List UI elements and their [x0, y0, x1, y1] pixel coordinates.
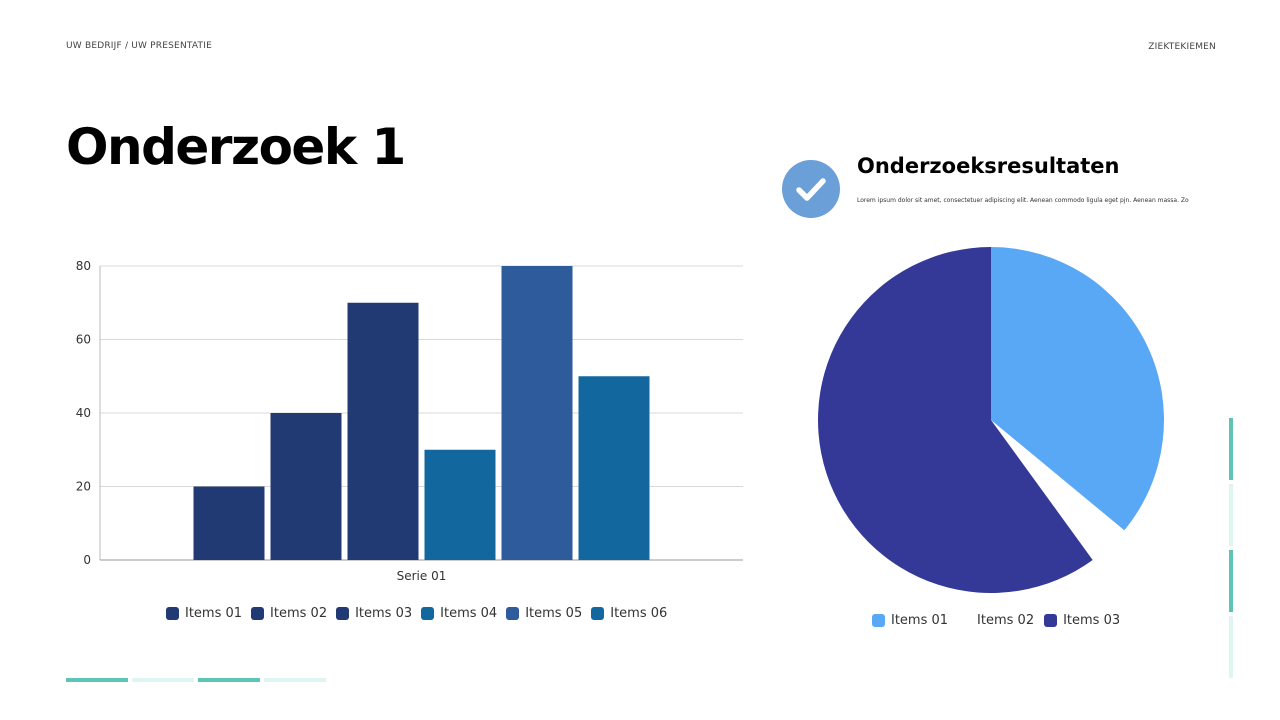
pie-slice-1 [991, 247, 1164, 531]
bar-4 [424, 449, 496, 560]
decorative-bottom-bars [66, 678, 330, 682]
legend-swatch [506, 607, 520, 620]
legend-swatch [1044, 614, 1058, 627]
bar-3 [347, 302, 419, 560]
bar-chart-legend: Items 01 Items 02 Items 03 Items 04 Items 05… [166, 606, 676, 621]
pie-chart [818, 246, 1164, 593]
legend-label: Items 06 [610, 606, 668, 621]
legend-swatch [251, 607, 265, 620]
y-tick-label: 0 [83, 553, 91, 567]
bar-2 [270, 413, 342, 560]
legend-item: Items 05 [506, 606, 582, 621]
legend-item: Items 03 [1044, 613, 1120, 628]
company-presentation-label: UW BEDRIJF / UW PRESENTATIE [66, 41, 212, 51]
legend-swatch [421, 607, 435, 620]
bar-6 [578, 376, 650, 560]
legend-label: Items 04 [440, 606, 498, 621]
legend-label: Items 01 [185, 606, 243, 621]
legend-swatch [872, 614, 885, 627]
page-title: Onderzoek 1 [66, 118, 406, 176]
x-category-label: Serie 01 [397, 569, 447, 583]
y-tick-label: 60 [76, 333, 91, 347]
legend-item: Items 02 [251, 606, 327, 621]
legend-item: Items 06 [591, 606, 667, 621]
decorative-right-bars [1229, 418, 1233, 682]
legend-label: Items 03 [1063, 613, 1121, 628]
legend-item: Items 02 [958, 613, 1034, 628]
legend-item: Items 04 [421, 606, 497, 621]
legend-label: Items 05 [525, 606, 583, 621]
check-icon [782, 160, 840, 218]
results-title: Onderzoeksresultaten [857, 154, 1120, 178]
legend-swatch [336, 607, 350, 620]
legend-label: Items 01 [891, 613, 949, 628]
pie-slice-3 [818, 246, 1093, 593]
bar-5 [501, 266, 573, 560]
legend-item: Items 03 [336, 606, 412, 621]
pie-chart-legend: Items 01 Items 02 Items 03 [872, 613, 1130, 628]
bar-chart: 0 20 40 60 80 Serie 01 [76, 259, 743, 583]
legend-item: Items 01 [166, 606, 242, 621]
y-tick-label: 80 [76, 259, 91, 273]
legend-swatch [166, 607, 179, 620]
y-tick-label: 40 [76, 406, 91, 420]
legend-label: Items 02 [977, 613, 1035, 628]
y-tick-label: 20 [76, 480, 91, 494]
legend-item: Items 01 [872, 613, 948, 628]
legend-label: Items 03 [355, 606, 413, 621]
results-body: Lorem ipsum dolor sit amet, consectetuer… [857, 197, 1189, 204]
legend-swatch [591, 607, 605, 620]
legend-label: Items 02 [270, 606, 328, 621]
topic-label: ZIEKTEKIEMEN [1148, 42, 1216, 52]
bar-1 [193, 486, 265, 560]
